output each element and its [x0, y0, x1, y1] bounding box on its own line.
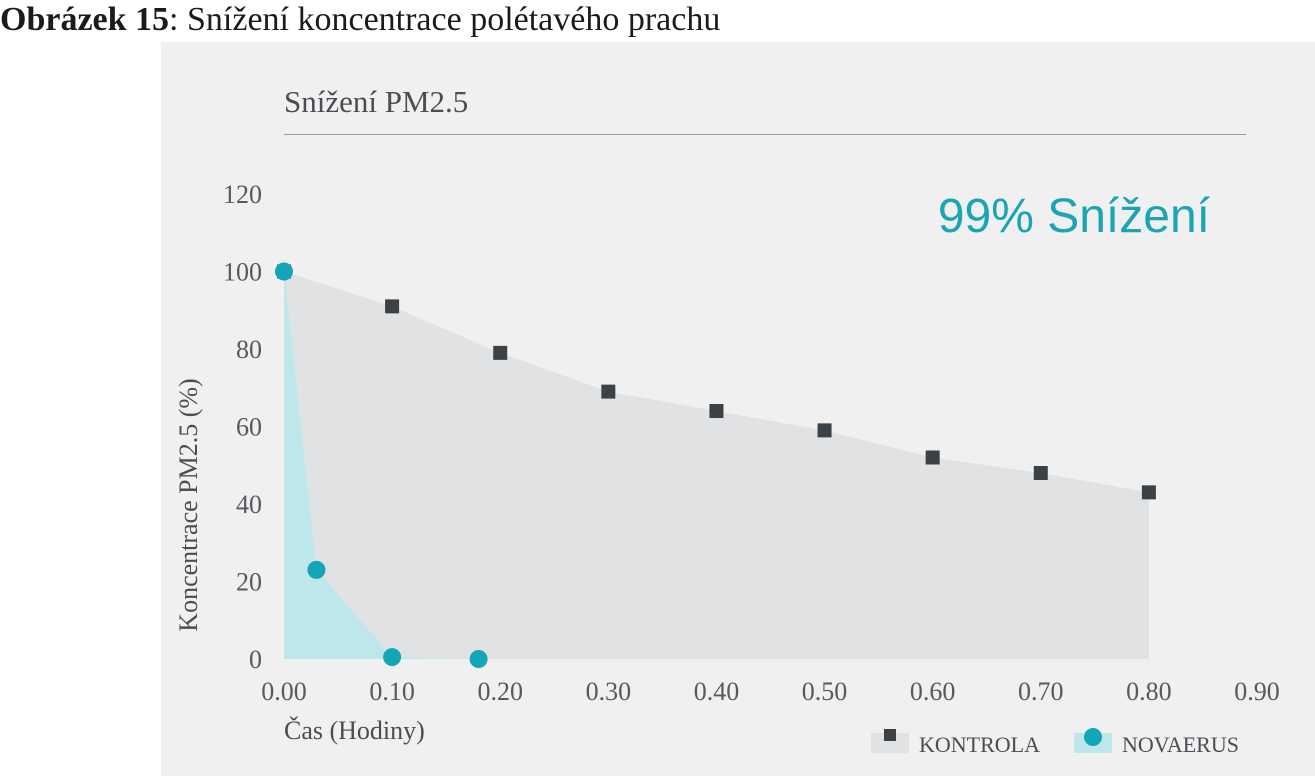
figure-number: Obrázek 15 — [0, 1, 170, 38]
figure-caption-text: : Snížení koncentrace polétavého prachu — [169, 1, 721, 38]
kontrola-point — [493, 345, 508, 360]
legend-swatch-kontrola — [871, 733, 909, 753]
kontrola-point — [817, 423, 832, 438]
legend-label-novaerus: NOVAERUS — [1122, 732, 1239, 757]
novaerus-point — [383, 648, 402, 667]
y-tick-labels: 0 20 40 60 80 100 120 — [223, 180, 262, 674]
chart-title: Snížení PM2.5 — [284, 84, 469, 119]
kontrola-point — [1033, 466, 1048, 480]
y-tick-label: 20 — [236, 568, 262, 597]
y-tick-label: 100 — [223, 258, 262, 287]
novaerus-point — [275, 262, 293, 281]
kontrola-point — [1141, 485, 1156, 500]
series-areas — [284, 271, 1149, 659]
kontrola-point — [385, 299, 400, 314]
x-tick-label: 0.60 — [910, 677, 956, 706]
figure-caption: Obrázek 15: Snížení koncentrace polétavé… — [0, 0, 720, 40]
x-tick-label: 0.30 — [586, 677, 632, 706]
x-tick-label: 0.20 — [477, 677, 523, 706]
kontrola-point — [601, 384, 616, 399]
legend-label-kontrola: KONTROLA — [919, 732, 1040, 757]
y-tick-label: 80 — [236, 335, 262, 364]
reduction-callout: 99% Snížení — [938, 190, 1211, 243]
y-tick-label: 0 — [249, 645, 262, 674]
x-axis-label: Čas (Hodiny) — [284, 716, 425, 745]
title-divider — [284, 134, 1246, 135]
area-kontrola — [284, 271, 1149, 659]
legend-marker-kontrola — [884, 729, 896, 741]
x-tick-label: 0.00 — [261, 677, 307, 706]
y-tick-label: 40 — [236, 490, 262, 519]
kontrola-point — [925, 450, 940, 465]
x-tick-label: 0.70 — [1018, 677, 1064, 706]
series-markers — [275, 262, 1156, 668]
x-tick-label: 0.90 — [1234, 677, 1280, 706]
novaerus-point — [307, 560, 326, 579]
x-tick-label: 0.10 — [369, 677, 415, 706]
novaerus-point — [469, 650, 488, 668]
legend-marker-novaerus — [1084, 728, 1102, 746]
kontrola-point — [709, 404, 724, 418]
y-axis-label: Koncentrace PM2.5 (%) — [174, 378, 203, 631]
x-tick-label: 0.50 — [802, 677, 848, 706]
area-novaerus — [284, 271, 479, 659]
x-tick-label: 0.40 — [694, 677, 740, 706]
x-tick-label: 0.80 — [1126, 677, 1172, 706]
y-tick-label: 60 — [236, 413, 262, 442]
y-tick-label: 120 — [223, 180, 262, 209]
legend: KONTROLA NOVAERUS — [871, 728, 1239, 757]
x-tick-labels: 0.00 0.10 0.20 0.30 0.40 0.50 0.60 0.70 0.80 0.90 — [261, 677, 1280, 706]
